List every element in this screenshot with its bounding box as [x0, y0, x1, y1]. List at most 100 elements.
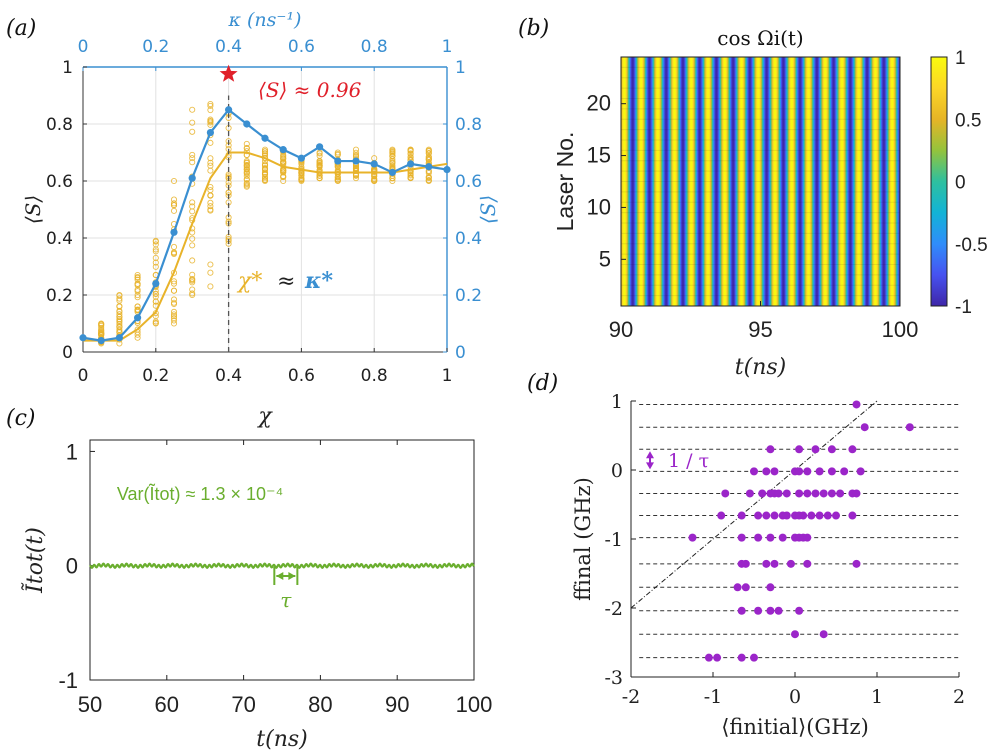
- scatter-point-orange: [189, 128, 196, 135]
- scatter-point: [856, 467, 865, 476]
- point-blue: [115, 334, 123, 342]
- scatter-point-orange: [189, 155, 196, 162]
- scatter-point: [762, 511, 771, 520]
- x-tick-label: 0.8: [361, 366, 388, 386]
- y-tick-label-right: 0.4: [455, 229, 482, 249]
- scatter-point-orange: [134, 307, 141, 314]
- scatter-point-orange: [261, 148, 269, 155]
- point-blue: [316, 143, 324, 151]
- scatter-point: [766, 606, 775, 615]
- panel-d-label: (d): [527, 371, 558, 396]
- scatter-point-orange: [116, 311, 123, 318]
- scatter-point-orange: [243, 172, 250, 180]
- scatter-point-orange: [425, 155, 432, 162]
- scatter-point-orange: [407, 150, 414, 157]
- scatter-point-orange: [207, 167, 214, 174]
- scatter-point-orange: [189, 279, 196, 286]
- scatter-point: [737, 533, 746, 542]
- scatter-point-orange: [170, 308, 178, 315]
- scatter-point-orange: [152, 313, 159, 320]
- y-tick-label-right: 1: [455, 58, 466, 78]
- scatter-point-orange: [152, 298, 159, 305]
- scatter-point-orange: [243, 140, 250, 147]
- top-tick-label: 0.8: [361, 37, 388, 57]
- scatter-point-orange: [243, 148, 250, 155]
- scatter-point-orange: [407, 146, 414, 153]
- scatter-point-orange: [152, 259, 159, 266]
- scatter-point-orange: [170, 315, 178, 322]
- scatter-point-orange: [189, 286, 196, 293]
- annotation-S: ⟨S⟩ ≈ 0.96: [258, 78, 362, 102]
- scatter-point-orange: [170, 317, 178, 324]
- tau-arrowhead-right: [288, 572, 296, 580]
- scatter-point-orange: [225, 220, 232, 227]
- point-blue: [443, 166, 451, 174]
- scatter-point: [799, 511, 808, 520]
- scatter-point: [811, 445, 820, 454]
- scatter-point-orange: [261, 162, 269, 169]
- scatter-point-orange: [334, 176, 341, 183]
- colorbar-tick-label: 0: [955, 173, 966, 194]
- annotation-approx: ≈: [277, 269, 295, 294]
- scatter-point: [803, 489, 812, 498]
- panel-a-label: (a): [6, 16, 36, 41]
- scatter-point-orange: [371, 167, 378, 174]
- scatter-point-orange: [261, 150, 269, 157]
- tau-label: τ: [280, 588, 292, 612]
- point-blue: [279, 146, 287, 154]
- scatter-point: [737, 606, 746, 615]
- heatmap-area: [621, 57, 900, 306]
- x-axis-title: ⟨finitial⟩(GHz): [721, 715, 869, 739]
- x-tick-label: 0: [789, 686, 801, 708]
- x-tick-label: 0.4: [215, 366, 242, 386]
- colorbar-tick-label: 1: [955, 48, 966, 69]
- annotation-chi-star: χ*: [236, 269, 262, 294]
- scatter-point: [840, 467, 849, 476]
- scatter-point-orange: [189, 199, 196, 206]
- spacing-arrowhead-bottom: [646, 462, 654, 470]
- y-tick-label: 1: [66, 439, 78, 464]
- scatter-point-orange: [407, 153, 414, 160]
- scatter-point: [795, 467, 804, 476]
- scatter-point: [754, 533, 763, 542]
- scatter-point: [745, 489, 754, 498]
- y-axis-title-right: ⟨S⟩: [476, 195, 500, 224]
- scatter-point-orange: [134, 271, 141, 279]
- scatter-point-orange: [261, 165, 269, 172]
- scatter-point: [778, 533, 787, 542]
- y-tick-label: -1: [58, 668, 78, 693]
- scatter-point-orange: [170, 300, 178, 308]
- scatter-point: [827, 445, 836, 454]
- scatter-point-orange: [170, 177, 178, 185]
- scatter-point-orange: [152, 254, 159, 261]
- y-tick-label: 0: [62, 343, 73, 363]
- scatter-point: [803, 467, 812, 476]
- scatter-point: [848, 511, 857, 520]
- scatter-point-orange: [207, 269, 214, 276]
- x-tick-label: 50: [78, 692, 102, 717]
- scatter-point-orange: [261, 175, 269, 182]
- scatter-point-orange: [189, 290, 196, 297]
- scatter-point-orange: [189, 235, 196, 242]
- scatter-point-orange: [243, 145, 250, 152]
- scatter-point-orange: [243, 166, 250, 173]
- x-tick-label: 1: [871, 686, 883, 708]
- colorbar-tick-label: -1: [955, 297, 972, 318]
- star-marker: [219, 64, 238, 82]
- panel-a: (a)0 0.2 0.4 0.6 0.8 10 0.2 0.4 0.6 0.8 10 00.2 0.20…: [6, 9, 500, 429]
- scatter-point-orange: [207, 283, 214, 290]
- x-tick-label: 100: [882, 317, 919, 342]
- scatter-point-orange: [170, 207, 178, 214]
- scatter-point: [721, 489, 730, 498]
- scatter-point-orange: [134, 294, 141, 301]
- point-blue: [97, 337, 105, 345]
- line-blue: [82, 108, 448, 342]
- point-blue: [243, 120, 251, 128]
- scatter-point: [823, 511, 832, 520]
- scatter-point-orange: [116, 308, 123, 315]
- scatter-point-orange: [116, 320, 123, 328]
- y-tick-label-right: 0.8: [455, 115, 482, 135]
- scatter-point: [782, 511, 791, 520]
- x-tick-label: 2: [953, 686, 965, 708]
